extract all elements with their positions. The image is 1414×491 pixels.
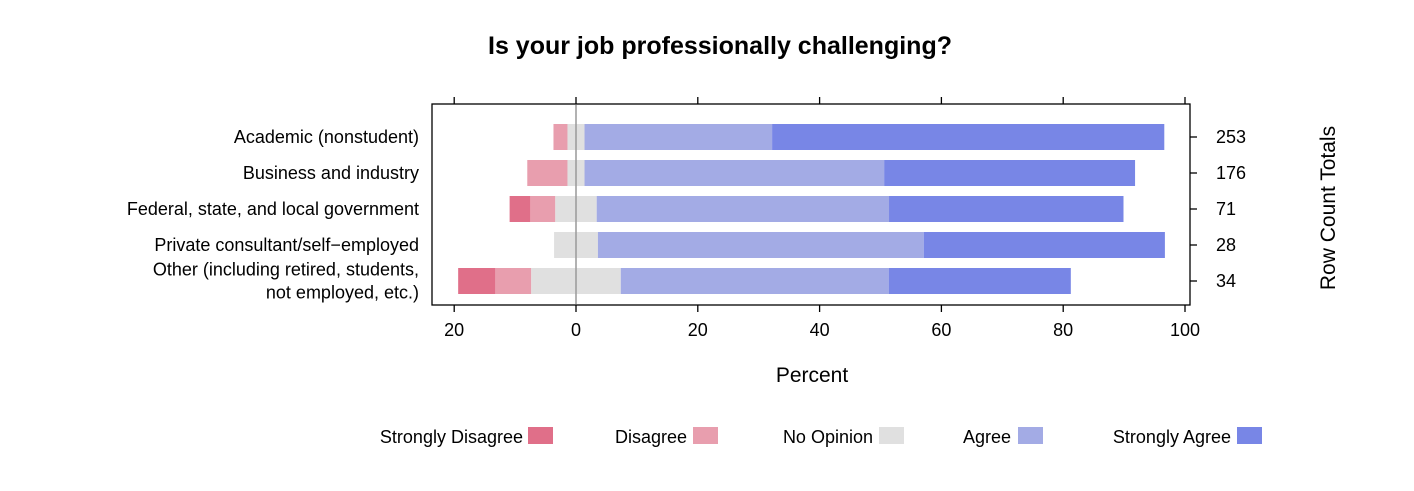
- legend-item: Disagree: [615, 427, 718, 447]
- legend-swatch: [1018, 427, 1043, 444]
- legend-label: Strongly Disagree: [380, 427, 523, 447]
- bar-segment: [620, 268, 889, 294]
- legend-label: Disagree: [615, 427, 687, 447]
- bar-segment: [553, 124, 568, 150]
- x-tick-label: 40: [810, 320, 830, 340]
- bar-segment: [530, 196, 556, 222]
- right-axis-title: Row Count Totals: [1317, 126, 1340, 290]
- legend-swatch: [693, 427, 718, 444]
- bar-segment: [584, 124, 773, 150]
- x-axis-title: Percent: [776, 364, 849, 387]
- category-label: Private consultant/self−employed: [154, 235, 419, 255]
- bar-segment: [772, 124, 1165, 150]
- x-tick-label: 100: [1170, 320, 1200, 340]
- bar-segment: [527, 160, 568, 186]
- legend-label: Agree: [963, 427, 1011, 447]
- category-label: Federal, state, and local government: [127, 199, 419, 219]
- axes-layer: 20 0 20 40 60 80 100 Academic (nonstudent) Busin…: [127, 97, 1246, 340]
- legend-item: No Opinion: [783, 427, 904, 447]
- chart-title: Is your job professionally challenging?: [488, 32, 952, 60]
- bar-segment: [884, 160, 1136, 186]
- x-tick-label: 60: [931, 320, 951, 340]
- row-total-label: 28: [1216, 235, 1236, 255]
- x-tick-label: 0: [571, 320, 581, 340]
- bar-segment: [495, 268, 532, 294]
- legend-swatch: [528, 427, 553, 444]
- category-label: Other (including retired, students, not e…: [153, 260, 419, 303]
- bar-segment: [596, 196, 890, 222]
- plot-panel: [431, 103, 1191, 306]
- legend-item: Agree: [963, 427, 1043, 447]
- x-tick-label: 80: [1053, 320, 1073, 340]
- legend-label: No Opinion: [783, 427, 873, 447]
- legend-swatch: [879, 427, 904, 444]
- legend-item: Strongly Disagree: [380, 427, 553, 447]
- bar-segment: [888, 268, 1071, 294]
- bar-segment: [458, 268, 496, 294]
- x-tick-label: 20: [444, 320, 464, 340]
- x-tick-label: 20: [688, 320, 708, 340]
- legend-label: Strongly Agree: [1113, 427, 1231, 447]
- bar-segment: [923, 232, 1165, 258]
- bar-segment: [584, 160, 885, 186]
- row-total-label: 34: [1216, 271, 1236, 291]
- bar-segment: [889, 196, 1124, 222]
- legend-item: Strongly Agree: [1113, 427, 1262, 447]
- bars-layer: [458, 105, 1165, 304]
- row-total-label: 253: [1216, 127, 1246, 147]
- category-label: Academic (nonstudent): [234, 127, 419, 147]
- bar-segment: [509, 196, 531, 222]
- row-total-label: 176: [1216, 163, 1246, 183]
- category-label: Business and industry: [243, 163, 419, 183]
- row-total-label: 71: [1216, 199, 1236, 219]
- plot-frame: [431, 103, 1191, 306]
- legend: Strongly Disagree Disagree No Opinion Agree…: [380, 427, 1262, 447]
- legend-swatch: [1237, 427, 1262, 444]
- bar-segment: [597, 232, 924, 258]
